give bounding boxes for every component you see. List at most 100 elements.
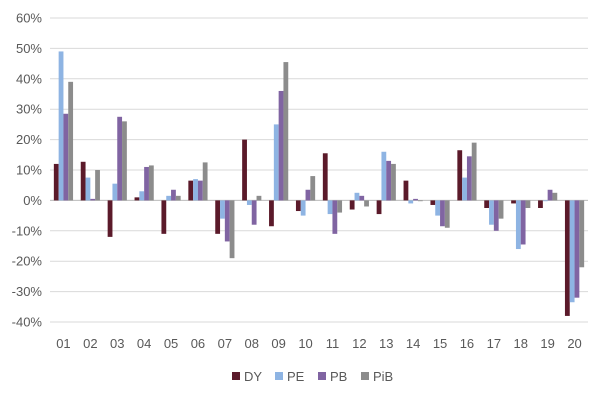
legend-label-pib: PiB (373, 369, 393, 384)
x-tick-label: 03 (110, 336, 124, 351)
y-tick-label: -20% (12, 254, 43, 269)
bar-dy-09 (269, 200, 274, 227)
bar-pe-06 (193, 179, 198, 201)
x-tick-label: 12 (352, 336, 366, 351)
bar-dy-05 (161, 200, 167, 234)
bar-pb-14 (413, 198, 418, 201)
bar-pe-19 (542, 200, 548, 202)
bar-pib-19 (552, 192, 558, 201)
bar-dy-11 (322, 153, 328, 201)
bar-pb-07 (224, 200, 230, 242)
y-tick-label: 50% (16, 41, 42, 56)
bar-pe-09 (273, 124, 279, 201)
bar-pb-03 (117, 116, 123, 201)
bar-pb-11 (332, 200, 338, 234)
bar-dy-04 (134, 197, 140, 201)
y-tick-label: -30% (12, 284, 43, 299)
legend-swatch-pib (361, 372, 369, 380)
bar-pib-01 (68, 81, 74, 201)
x-tick-label: 04 (137, 336, 151, 351)
bar-pib-13 (391, 163, 396, 201)
bar-pib-04 (148, 165, 154, 201)
bar-pib-12 (364, 200, 369, 207)
y-tick-label: 20% (16, 132, 42, 147)
bar-pb-16 (466, 156, 472, 201)
bar-pb-18 (520, 200, 526, 245)
bar-pe-03 (112, 183, 118, 201)
x-tick-label: 17 (487, 336, 501, 351)
legend-label-pb: PB (330, 369, 347, 384)
bar-dy-12 (349, 200, 355, 210)
y-tick-label: 40% (16, 71, 42, 86)
bar-pib-02 (95, 170, 100, 201)
legend: DY PE PB PiB (232, 369, 393, 384)
bars (53, 51, 585, 316)
bar-dy-19 (538, 200, 543, 208)
bar-dy-18 (511, 200, 516, 204)
bar-pe-13 (381, 151, 387, 201)
bar-pib-20 (579, 200, 585, 268)
bar-pb-06 (197, 180, 203, 201)
bar-pb-08 (251, 200, 257, 225)
bar-pib-11 (337, 200, 343, 213)
x-tick-label: 02 (83, 336, 97, 351)
x-tick-label: 19 (540, 336, 554, 351)
bar-pib-14 (417, 200, 423, 202)
bar-pib-07 (229, 200, 235, 259)
gridlines (50, 17, 588, 323)
y-tick-label: -10% (12, 223, 43, 238)
bar-pib-06 (202, 162, 208, 201)
bar-pb-13 (386, 160, 392, 201)
y-axis-ticks: 60% 50% 40% 30% 20% 10% 0% -10% -20% -30% -40% (12, 11, 43, 330)
bar-pe-15 (435, 200, 441, 216)
bar-pe-04 (139, 191, 145, 201)
x-axis-ticks: 01 02 03 04 05 06 07 08 09 10 11 12 13 14 15 16 17 18 19 20 (56, 336, 582, 351)
bar-pib-16 (471, 142, 477, 201)
bar-pe-14 (408, 200, 414, 204)
bar-dy-08 (242, 139, 247, 201)
bar-dy-06 (188, 180, 194, 201)
bar-dy-16 (457, 150, 463, 201)
legend-label-dy: DY (244, 369, 262, 384)
bar-dy-20 (564, 200, 570, 316)
y-tick-label: 60% (16, 11, 42, 26)
bar-pe-10 (300, 200, 306, 216)
x-tick-label: 14 (406, 336, 420, 351)
x-tick-label: 05 (164, 336, 178, 351)
x-tick-label: 07 (218, 336, 232, 351)
x-tick-label: 15 (433, 336, 447, 351)
x-tick-label: 01 (56, 336, 70, 351)
bar-dy-13 (376, 200, 382, 215)
bar-pib-08 (256, 195, 262, 201)
x-tick-label: 11 (326, 336, 340, 351)
bar-pe-02 (85, 177, 91, 201)
bar-pe-01 (58, 51, 64, 201)
bar-pib-05 (175, 195, 181, 201)
bar-dy-01 (53, 163, 59, 201)
bar-pb-12 (359, 195, 365, 201)
bar-dy-03 (107, 200, 113, 237)
bar-pb-02 (90, 198, 96, 201)
bar-dy-02 (80, 161, 86, 201)
bar-pib-10 (310, 176, 316, 201)
bar-dy-14 (403, 180, 409, 201)
bar-pib-15 (444, 200, 450, 228)
bar-pb-01 (63, 113, 69, 201)
bar-dy-15 (430, 200, 436, 205)
bar-pb-17 (493, 200, 499, 231)
bar-pb-04 (144, 166, 149, 201)
y-tick-label: -40% (12, 315, 43, 330)
x-tick-label: 20 (567, 336, 581, 351)
legend-label-pe: PE (287, 369, 305, 384)
bar-pib-17 (498, 200, 504, 219)
bar-dy-17 (484, 200, 490, 208)
bar-pe-16 (462, 177, 467, 201)
bar-pb-09 (278, 90, 284, 201)
legend-swatch-pb (318, 372, 326, 380)
bar-dy-10 (295, 200, 301, 212)
y-tick-label: 30% (16, 102, 42, 117)
x-tick-label: 18 (514, 336, 528, 351)
bar-pb-05 (171, 189, 176, 201)
bar-pb-10 (305, 189, 311, 201)
